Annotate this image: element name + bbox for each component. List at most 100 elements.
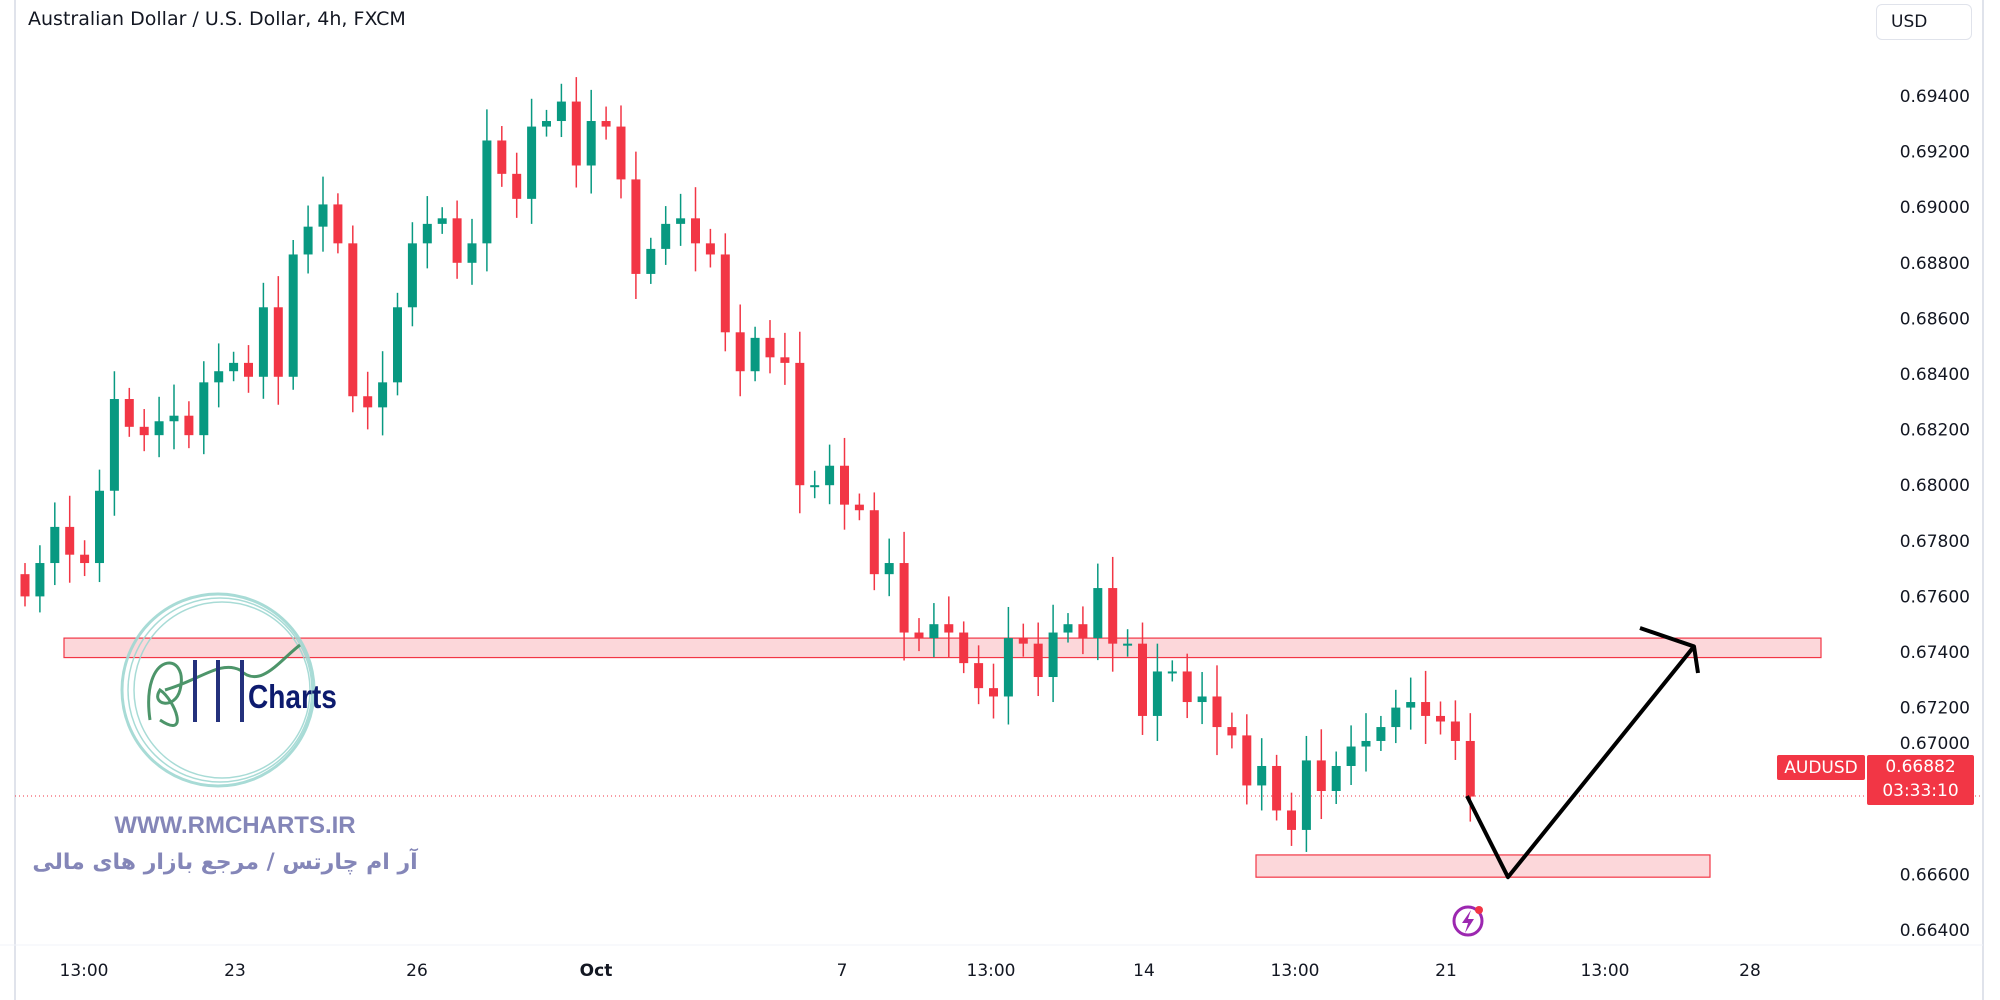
candle	[273, 276, 283, 405]
candle-body	[333, 204, 343, 244]
candle	[1346, 725, 1356, 785]
candle-body	[1033, 643, 1043, 678]
candle	[1033, 622, 1043, 697]
candle	[35, 545, 45, 613]
candle-body	[1465, 740, 1475, 797]
candle-body	[1346, 746, 1356, 766]
candle-body	[467, 243, 477, 263]
lightning-icon[interactable]	[1452, 905, 1484, 937]
time-tick-label: 13:00	[1581, 961, 1630, 981]
candle	[899, 531, 909, 661]
candle-body	[989, 688, 998, 697]
candle	[512, 152, 522, 218]
candle-body	[393, 307, 402, 383]
candle	[616, 105, 626, 199]
candle	[884, 538, 894, 597]
currency-button[interactable]: USD	[1876, 4, 1972, 40]
candle-body	[616, 126, 626, 180]
candle-body	[363, 396, 373, 408]
candle	[765, 320, 775, 374]
candle-body	[437, 218, 447, 224]
candle-body	[780, 357, 790, 363]
candle	[1152, 643, 1162, 741]
candle	[1436, 701, 1445, 735]
candle	[1257, 738, 1267, 811]
candle	[184, 401, 194, 449]
watermark-ring	[120, 592, 316, 788]
candle-body	[512, 173, 522, 199]
candle-body	[1108, 588, 1118, 644]
candle-body	[318, 204, 328, 227]
lightning-icon-ring	[1452, 905, 1484, 937]
candle	[154, 396, 164, 458]
arrow-head	[1639, 626, 1700, 674]
candle	[810, 470, 820, 499]
price-tick-label: 0.68800	[1900, 254, 1970, 274]
candle-body	[1316, 760, 1326, 791]
candle-body	[452, 218, 462, 263]
candle-body	[95, 490, 104, 564]
candle	[959, 621, 969, 674]
price-tick-label: 0.69400	[1900, 87, 1970, 107]
time-tick-label: 28	[1739, 961, 1761, 981]
candle-body	[1018, 638, 1028, 644]
candle	[1003, 606, 1013, 725]
candle	[258, 282, 268, 399]
candle	[229, 351, 239, 382]
time-tick-label: Oct	[580, 961, 613, 981]
watermark-ring	[133, 601, 311, 779]
candle	[974, 645, 984, 705]
candle	[348, 225, 358, 413]
candle-body	[795, 362, 805, 486]
candle-body	[944, 624, 954, 633]
candle	[989, 663, 998, 719]
candle	[735, 304, 745, 397]
candle-body	[899, 563, 909, 633]
candle-body	[303, 226, 313, 255]
candle-body	[1406, 702, 1416, 708]
candle	[705, 228, 715, 268]
candle	[720, 233, 730, 352]
lightning-icon-bolt	[1462, 910, 1474, 933]
watermark-tagline: آر ام چارتس / مرجع بازار های مالی	[32, 850, 418, 875]
candle-body	[1003, 638, 1013, 697]
candle-body	[1078, 624, 1088, 639]
candle	[631, 151, 641, 299]
candle-body	[124, 399, 134, 427]
candle-body	[601, 121, 611, 127]
candle	[586, 89, 596, 194]
candle	[467, 218, 477, 285]
candle	[303, 205, 313, 274]
candle-body	[825, 465, 835, 486]
candle	[378, 351, 388, 436]
candle	[482, 109, 492, 272]
price-tick-label: 0.69200	[1900, 143, 1970, 163]
candle-body	[1272, 765, 1282, 811]
chart-title: Australian Dollar / U.S. Dollar, 4h, FXC…	[28, 8, 406, 30]
candle-body	[1152, 671, 1162, 716]
candle-body	[1287, 810, 1296, 830]
bar-countdown: 03:33:10	[1882, 781, 1959, 801]
candle	[1197, 672, 1207, 725]
candle	[333, 193, 343, 254]
candle	[556, 83, 566, 138]
candle	[288, 240, 298, 390]
candle-body	[720, 254, 730, 333]
price-tick-label: 0.68200	[1900, 421, 1970, 441]
candle	[422, 196, 432, 269]
candle	[199, 361, 209, 455]
candle-body	[676, 218, 686, 224]
candle-body	[20, 574, 30, 597]
candle-body	[631, 179, 641, 274]
time-tick-label: 14	[1133, 961, 1155, 981]
candle	[1048, 604, 1058, 703]
candle	[527, 98, 537, 224]
candle-body	[1450, 721, 1460, 741]
candle	[944, 596, 954, 658]
candle	[840, 437, 849, 530]
candle	[676, 193, 686, 246]
candle-body	[974, 663, 984, 689]
candle	[393, 292, 402, 396]
candle	[1078, 606, 1088, 655]
